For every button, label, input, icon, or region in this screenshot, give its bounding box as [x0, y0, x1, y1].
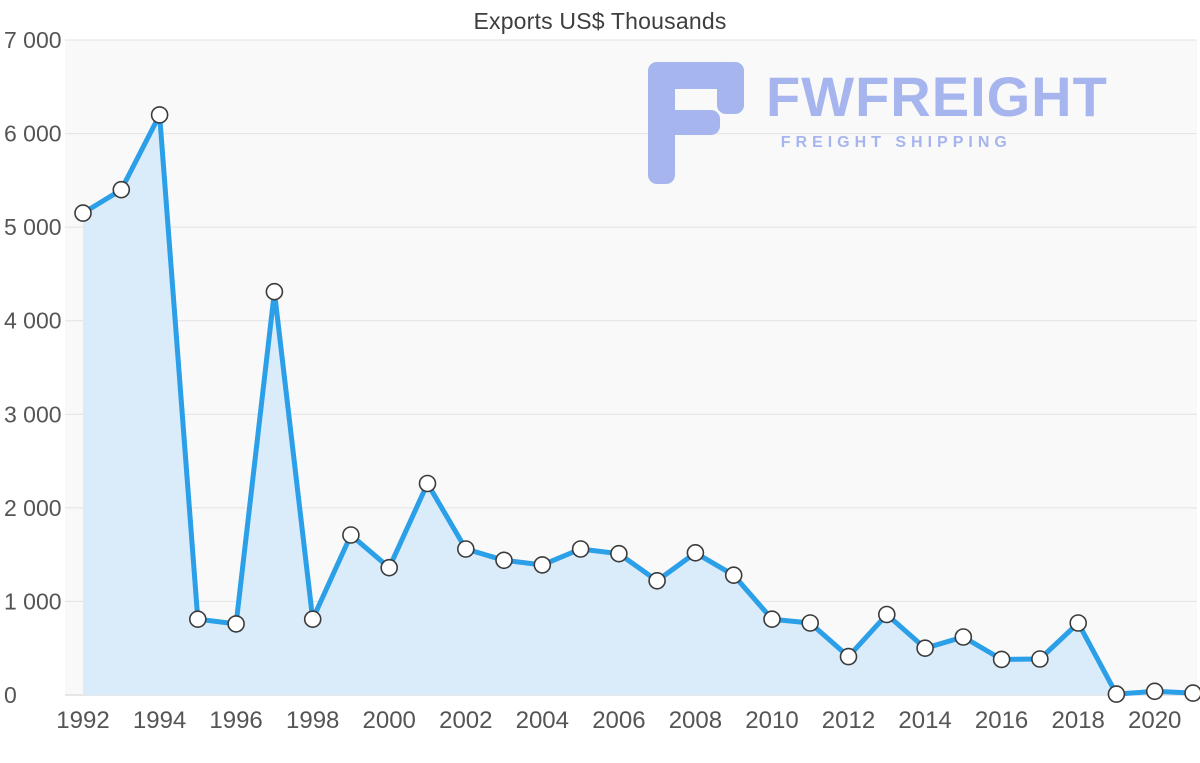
x-tick-label: 2004 — [516, 707, 569, 734]
data-point-2016[interactable] — [992, 650, 1011, 669]
x-tick-label: 2020 — [1128, 707, 1181, 734]
x-tick-label: 2000 — [363, 707, 416, 734]
data-point-1998[interactable] — [303, 610, 322, 629]
logo-brand-text: FWFREIGHT — [766, 65, 1108, 128]
data-point-2003[interactable] — [495, 551, 513, 570]
data-point-2014[interactable] — [916, 639, 934, 658]
data-point-2004[interactable] — [533, 556, 552, 574]
data-point-2009[interactable] — [724, 566, 743, 585]
y-tick-label: 6 000 — [4, 121, 62, 147]
y-tick-label: 7 000 — [4, 27, 62, 53]
fwfreight-logo-icon — [648, 62, 744, 184]
data-point-2019[interactable] — [1107, 685, 1126, 703]
y-tick-label: 1 000 — [4, 588, 62, 614]
data-point-2005[interactable] — [571, 540, 590, 558]
data-point-1996[interactable] — [227, 615, 245, 633]
x-tick-label: 2012 — [822, 707, 875, 734]
data-point-2015[interactable] — [954, 628, 973, 646]
data-point-1997[interactable] — [265, 282, 284, 301]
data-point-2008[interactable] — [686, 543, 705, 562]
data-point-2001[interactable] — [418, 474, 437, 493]
y-tick-label: 0 — [4, 682, 17, 708]
logo-tagline-text: FREIGHT SHIPPING — [780, 134, 1012, 151]
data-point-1999[interactable] — [342, 526, 360, 544]
x-tick-label: 1994 — [133, 707, 186, 734]
data-point-2006[interactable] — [610, 544, 628, 563]
watermark-logo: FWFREIGHT FREIGHT SHIPPING — [648, 62, 1108, 184]
y-tick-label: 5 000 — [4, 214, 62, 240]
x-tick-label: 2006 — [592, 707, 645, 734]
logo-text: FWFREIGHT FREIGHT SHIPPING — [766, 62, 1108, 152]
data-point-2012[interactable] — [839, 647, 858, 666]
data-point-2013[interactable] — [877, 605, 896, 624]
x-tick-label: 1992 — [56, 707, 109, 734]
x-tick-label: 2018 — [1052, 707, 1105, 734]
x-tick-label: 1996 — [209, 707, 262, 734]
data-point-1994[interactable] — [150, 106, 169, 124]
y-tick-label: 3 000 — [4, 401, 62, 427]
x-tick-label: 2014 — [898, 707, 951, 734]
data-point-2007[interactable] — [648, 571, 666, 590]
data-point-2000[interactable] — [380, 558, 399, 577]
x-tick-label: 2002 — [439, 707, 492, 734]
data-point-2011[interactable] — [801, 614, 820, 632]
y-tick-label: 2 000 — [4, 495, 62, 521]
x-tick-label: 1998 — [286, 707, 339, 734]
x-tick-label: 2010 — [745, 707, 798, 734]
chart-title: Exports US$ Thousands — [473, 8, 727, 34]
series-area-fill — [83, 114, 1193, 695]
data-point-1992[interactable] — [74, 204, 92, 222]
x-tick-label: 2016 — [975, 707, 1028, 734]
data-point-2017[interactable] — [1031, 650, 1049, 668]
data-point-2021[interactable] — [1184, 684, 1200, 702]
data-point-1993[interactable] — [112, 180, 131, 199]
data-point-2010[interactable] — [763, 610, 781, 629]
data-point-2002[interactable] — [456, 540, 475, 558]
data-point-1995[interactable] — [189, 610, 207, 629]
y-tick-label: 4 000 — [4, 308, 62, 334]
data-point-2020[interactable] — [1145, 682, 1164, 701]
data-point-2018[interactable] — [1069, 614, 1087, 632]
x-tick-label: 2008 — [669, 707, 722, 734]
